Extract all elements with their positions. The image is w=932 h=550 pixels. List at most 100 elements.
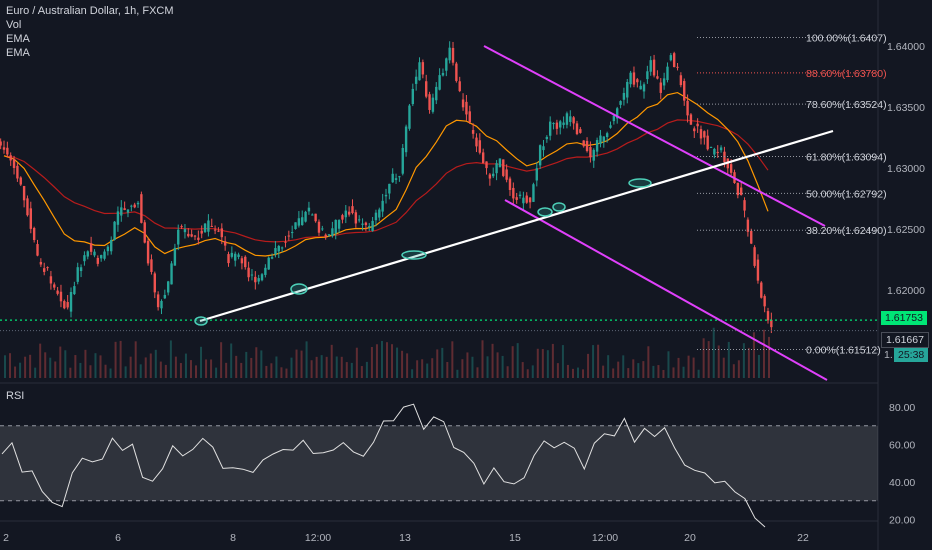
candle-body (287, 235, 291, 237)
volume-bar (757, 354, 760, 378)
candle-body (223, 241, 227, 246)
candle-body (193, 235, 197, 237)
candle-body (354, 212, 358, 224)
candle-body (89, 243, 93, 252)
candle-body (622, 92, 626, 100)
candle-body (244, 256, 247, 268)
volume-bar (561, 345, 564, 378)
candle-body (234, 253, 237, 261)
touch-marker (290, 283, 308, 295)
volume-bar (592, 345, 595, 378)
candle-body (582, 140, 585, 147)
candle-body (53, 284, 56, 288)
volume-bar (652, 365, 655, 378)
candle-body (337, 220, 341, 229)
candle-body (160, 300, 163, 309)
candle-body (498, 158, 502, 168)
candle-body (481, 152, 485, 164)
volume-bar (220, 342, 223, 378)
indicator-ema-2[interactable]: EMA (6, 47, 30, 59)
candle-body (639, 85, 642, 90)
volume-bar (200, 346, 203, 378)
candle-body (99, 255, 103, 259)
candle-body (542, 146, 545, 151)
volume-bar (250, 357, 253, 378)
touch-marker (628, 178, 652, 188)
candle-body (609, 125, 612, 128)
volume-bar (370, 347, 373, 378)
volume-bar (426, 363, 429, 378)
candle-body (458, 81, 461, 92)
candle-body (579, 129, 582, 133)
candle-body (471, 130, 475, 134)
candle-body (210, 225, 213, 227)
volume-bar (54, 361, 57, 378)
candle-body (522, 197, 525, 204)
indicator-ema-1[interactable]: EMA (6, 33, 30, 45)
candle-body (505, 169, 508, 180)
volume-bar (49, 357, 52, 378)
volume-bar (380, 340, 383, 378)
volume-bar (551, 343, 554, 378)
touch-marker (552, 202, 566, 212)
candle-body (69, 291, 73, 312)
volume-bar (79, 362, 82, 378)
candle-body (357, 219, 361, 221)
candle-body (378, 209, 381, 218)
candle-body (264, 267, 267, 275)
candle-body (200, 230, 203, 234)
fib-label: 61.80%(1.63094) (806, 152, 887, 164)
volume-bar (481, 340, 484, 378)
volume-bar (225, 362, 228, 378)
chart-legend: Euro / Australian Dollar, 1h, FXCM Vol E… (6, 4, 174, 60)
candle-body (713, 148, 716, 155)
indicator-vol[interactable]: Vol (6, 19, 22, 31)
volume-bar (280, 367, 283, 378)
candle-body (689, 114, 693, 125)
volume-bar (406, 353, 409, 378)
candle-body (676, 66, 679, 68)
volume-bar (511, 346, 514, 378)
volume-bar (632, 359, 635, 378)
candle-body (250, 274, 254, 276)
candle-body (649, 60, 652, 72)
volume-bar (184, 353, 187, 378)
volume-bar (521, 362, 524, 378)
candle-body (569, 116, 572, 122)
candle-body (401, 147, 404, 174)
volume-bar (416, 360, 419, 378)
volume-bar (602, 365, 605, 378)
candle-body (512, 187, 515, 199)
time-tick-label: 20 (684, 532, 696, 544)
channel-upper-line (483, 45, 826, 227)
candle-body (729, 164, 733, 173)
candle-body (254, 276, 257, 283)
volume-bar (682, 366, 685, 378)
candle-body (411, 88, 415, 105)
candle-body (408, 105, 411, 129)
candle-body (478, 140, 482, 153)
candle-body (642, 84, 646, 92)
volume-bar (134, 341, 137, 378)
ema-lines (3, 91, 769, 257)
volume-bar (617, 361, 620, 378)
rsi-line (1, 403, 766, 528)
volume-bar (697, 369, 700, 378)
candle-body (267, 257, 270, 270)
candle-body (39, 261, 43, 265)
candle-body (133, 204, 136, 208)
candle-body (753, 247, 756, 266)
candle-body (552, 123, 555, 125)
volume-bar (496, 352, 499, 378)
candle-body (760, 282, 763, 298)
candle-body (277, 246, 280, 252)
volume-bar (230, 343, 233, 378)
candle-body (270, 257, 274, 259)
volume-bar (335, 356, 338, 378)
candle-body (341, 215, 344, 220)
fib-label: 78.60%(1.63524) (806, 99, 887, 111)
candle-body (388, 183, 391, 194)
volume-bar (571, 368, 574, 378)
candle-body (274, 248, 277, 255)
